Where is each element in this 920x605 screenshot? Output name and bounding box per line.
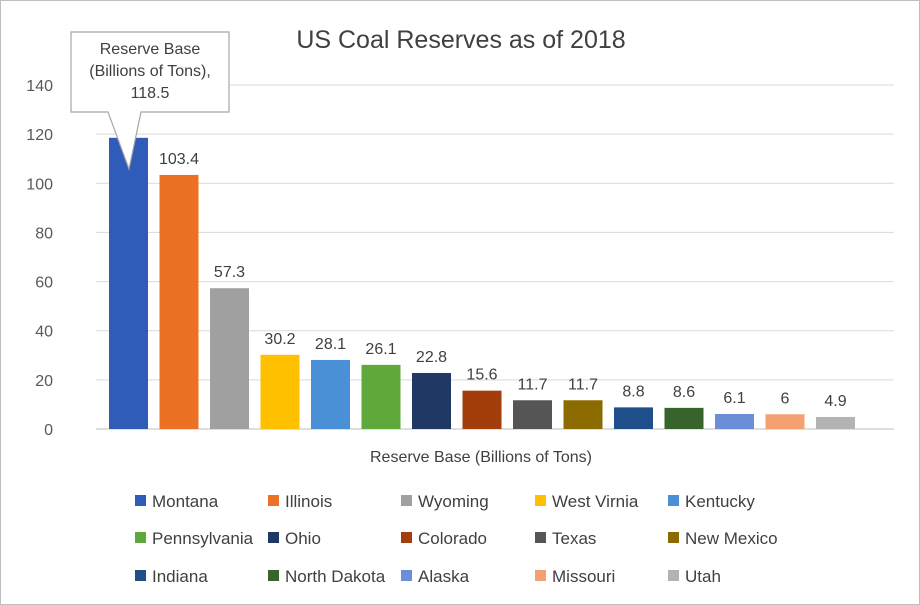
legend-swatch bbox=[401, 495, 412, 506]
callout-text: (Billions of Tons), bbox=[89, 63, 211, 80]
bar bbox=[715, 414, 754, 429]
legend-entry: Missouri bbox=[552, 567, 615, 586]
callout-text: Reserve Base bbox=[100, 41, 201, 58]
x-axis-label: Reserve Base (Billions of Tons) bbox=[370, 449, 592, 466]
y-tick-label: 100 bbox=[26, 176, 53, 193]
legend-entry: Ohio bbox=[285, 529, 321, 548]
bar bbox=[159, 174, 199, 429]
data-label: 6 bbox=[781, 390, 790, 407]
legend-entry: Illinois bbox=[285, 492, 332, 511]
y-tick-label: 20 bbox=[35, 373, 53, 390]
bar bbox=[765, 414, 805, 429]
legend-entry: Indiana bbox=[152, 567, 208, 586]
legend-swatch bbox=[401, 570, 412, 581]
legend-swatch bbox=[668, 495, 679, 506]
bar bbox=[361, 364, 401, 429]
legend-entry: Texas bbox=[552, 529, 596, 548]
legend-swatch bbox=[535, 532, 546, 543]
legend-swatch bbox=[668, 532, 679, 543]
legend-entry: Utah bbox=[685, 567, 721, 586]
legend-entry: Montana bbox=[152, 492, 219, 511]
data-label: 30.2 bbox=[264, 331, 295, 348]
legend-entry: Pennsylvania bbox=[152, 529, 254, 548]
data-label: 11.7 bbox=[568, 376, 598, 393]
callout-text: 118.5 bbox=[131, 85, 170, 102]
bar bbox=[210, 288, 249, 429]
data-label: 22.8 bbox=[416, 349, 447, 366]
bar bbox=[513, 400, 552, 429]
y-tick-label: 120 bbox=[26, 127, 53, 144]
legend-entry: West Virnia bbox=[552, 492, 639, 511]
legend-entry: New Mexico bbox=[685, 529, 778, 548]
bar bbox=[816, 416, 855, 429]
bar bbox=[311, 359, 350, 429]
data-label: 8.8 bbox=[622, 383, 644, 400]
legend-swatch bbox=[535, 495, 546, 506]
data-label: 11.7 bbox=[518, 376, 548, 393]
data-label: 8.6 bbox=[673, 384, 695, 401]
bar bbox=[412, 372, 451, 429]
bar bbox=[109, 137, 148, 430]
legend-swatch bbox=[668, 570, 679, 581]
data-label: 28.1 bbox=[315, 336, 346, 353]
y-tick-label: 140 bbox=[26, 78, 53, 95]
bar bbox=[614, 407, 653, 429]
legend-swatch bbox=[135, 570, 146, 581]
y-tick-label: 40 bbox=[35, 324, 53, 341]
y-tick-label: 80 bbox=[35, 225, 53, 242]
legend-entry: Kentucky bbox=[685, 492, 755, 511]
legend-swatch bbox=[268, 570, 279, 581]
legend-swatch bbox=[268, 495, 279, 506]
legend-entry: Wyoming bbox=[418, 492, 489, 511]
bars bbox=[109, 137, 855, 430]
legend-entry: North Dakota bbox=[285, 567, 386, 586]
bar bbox=[462, 390, 502, 429]
data-label: 57.3 bbox=[214, 264, 245, 281]
data-labels: 103.4 57.3 30.2 28.1 26.1 22.8 15.6 11.7 11.7 8.8… bbox=[159, 151, 847, 410]
callout-box bbox=[70, 31, 230, 172]
data-label: 103.4 bbox=[159, 151, 199, 168]
data-label: 15.6 bbox=[466, 367, 497, 384]
legend: Montana Illinois Wyoming West Virnia Kentuck… bbox=[135, 492, 778, 586]
y-tick-label: 0 bbox=[44, 422, 53, 439]
bar bbox=[260, 354, 300, 429]
legend-entry: Colorado bbox=[418, 529, 487, 548]
bar bbox=[563, 400, 603, 429]
legend-entry: Alaska bbox=[418, 567, 470, 586]
bar bbox=[664, 407, 704, 429]
legend-swatch bbox=[401, 532, 412, 543]
data-label: 4.9 bbox=[824, 393, 846, 410]
legend-swatch bbox=[135, 532, 146, 543]
y-tick-label: 60 bbox=[35, 275, 53, 292]
data-label: 6.1 bbox=[723, 390, 745, 407]
legend-swatch bbox=[535, 570, 546, 581]
legend-swatch bbox=[135, 495, 146, 506]
chart-title: US Coal Reserves as of 2018 bbox=[296, 26, 625, 54]
legend-swatch bbox=[268, 532, 279, 543]
callout: Reserve Base (Billions of Tons), 118.5 bbox=[70, 31, 230, 172]
y-axis-ticks: 0 20 40 60 80 100 120 140 bbox=[26, 78, 53, 439]
data-label: 26.1 bbox=[365, 341, 396, 358]
